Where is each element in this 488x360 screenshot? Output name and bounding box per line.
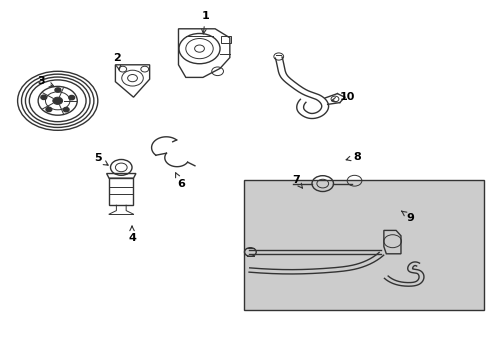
Text: 2: 2 [113,53,121,70]
Text: 10: 10 [331,92,354,102]
Circle shape [55,88,61,92]
Circle shape [41,95,47,99]
Text: 3: 3 [38,76,54,87]
FancyBboxPatch shape [244,180,483,310]
Circle shape [69,95,75,100]
Text: 1: 1 [201,11,209,34]
Circle shape [46,107,52,112]
Text: 5: 5 [94,153,108,165]
Text: 7: 7 [291,175,302,188]
Circle shape [53,97,62,104]
Circle shape [63,108,69,112]
Text: 4: 4 [128,226,136,243]
Text: 9: 9 [401,211,414,223]
Text: 8: 8 [346,152,360,162]
Text: 6: 6 [175,173,184,189]
